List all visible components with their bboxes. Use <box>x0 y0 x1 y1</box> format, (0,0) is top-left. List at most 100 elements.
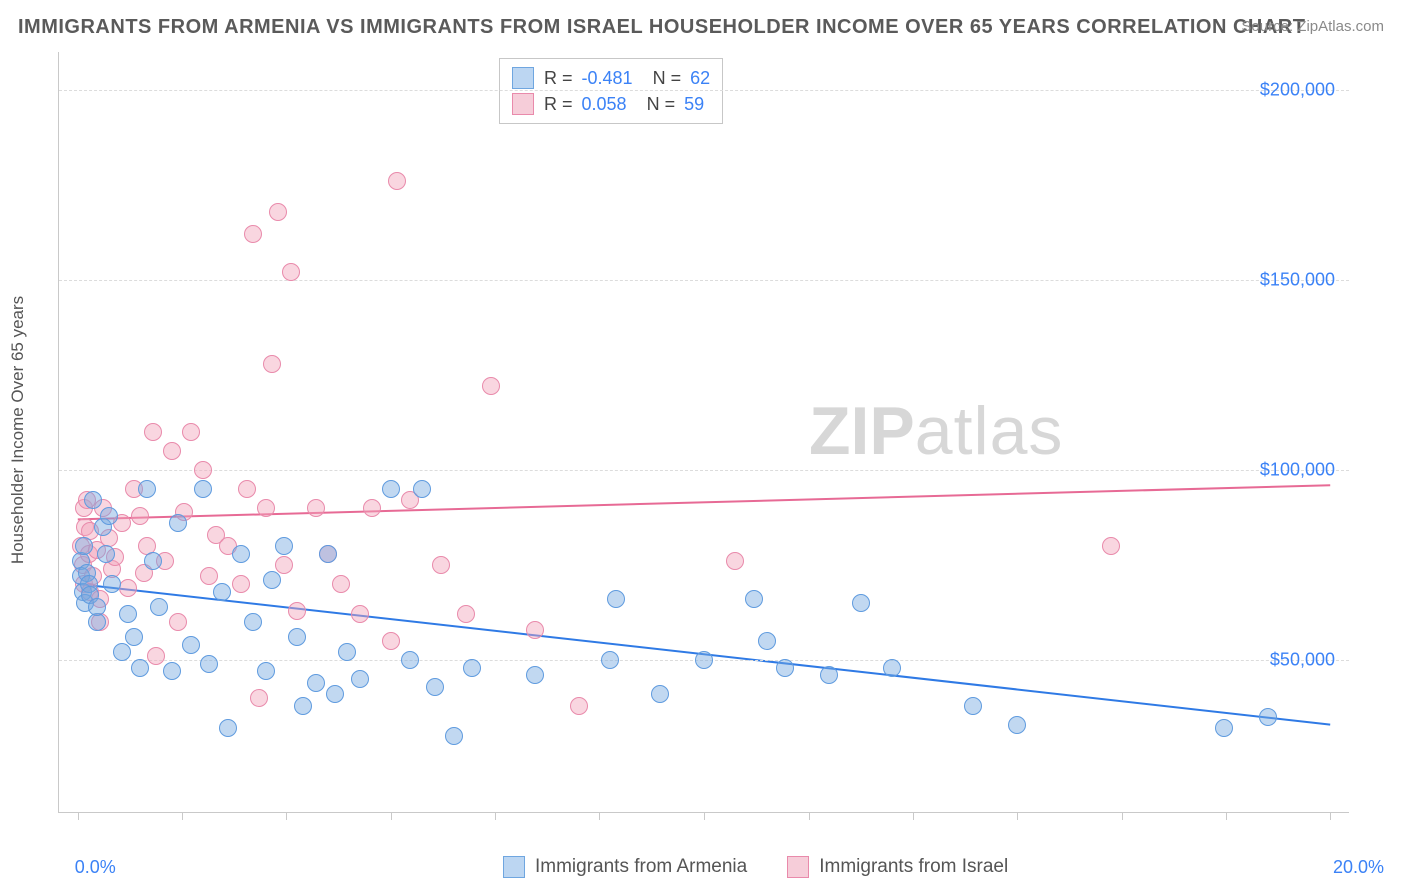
data-point-armenia <box>426 678 444 696</box>
data-point-armenia <box>244 613 262 631</box>
data-point-israel <box>432 556 450 574</box>
stat-r-label: R = 0.058 <box>544 91 627 117</box>
data-point-israel <box>200 567 218 585</box>
source-link[interactable]: ZipAtlas.com <box>1297 18 1384 35</box>
data-point-israel <box>363 499 381 517</box>
data-point-armenia <box>601 651 619 669</box>
data-point-israel <box>131 507 149 525</box>
data-point-armenia <box>351 670 369 688</box>
series-legend: Immigrants from ArmeniaImmigrants from I… <box>503 856 1038 878</box>
data-point-israel <box>382 632 400 650</box>
data-point-armenia <box>75 537 93 555</box>
watermark-prefix: ZIP <box>809 393 915 469</box>
data-point-israel <box>144 423 162 441</box>
data-point-israel <box>257 499 275 517</box>
gridline <box>59 470 1349 471</box>
x-tick <box>391 812 392 820</box>
data-point-israel <box>570 697 588 715</box>
data-point-armenia <box>695 651 713 669</box>
stat-r-value: 0.058 <box>582 94 627 114</box>
data-point-armenia <box>964 697 982 715</box>
data-point-armenia <box>883 659 901 677</box>
x-tick <box>1122 812 1123 820</box>
data-point-armenia <box>382 480 400 498</box>
data-point-armenia <box>103 575 121 593</box>
data-point-armenia <box>84 491 102 509</box>
data-point-armenia <box>150 598 168 616</box>
x-axis-label-min: 0.0% <box>75 857 116 878</box>
data-point-armenia <box>294 697 312 715</box>
y-tick-label: $200,000 <box>1260 80 1335 101</box>
data-point-israel <box>119 579 137 597</box>
correlation-stats-box: R = -0.481N = 62R = 0.058N = 59 <box>499 58 723 124</box>
x-tick <box>599 812 600 820</box>
data-point-israel <box>482 377 500 395</box>
watermark: ZIPatlas <box>809 392 1063 470</box>
swatch-israel <box>512 93 534 115</box>
watermark-suffix: atlas <box>915 393 1064 469</box>
data-point-israel <box>232 575 250 593</box>
x-tick <box>1017 812 1018 820</box>
data-point-armenia <box>125 628 143 646</box>
source-label: Source: <box>1241 18 1297 35</box>
legend-swatch-armenia <box>503 856 525 878</box>
data-point-armenia <box>163 662 181 680</box>
y-axis-title: Householder Income Over 65 years <box>8 296 28 564</box>
x-tick <box>1330 812 1331 820</box>
data-point-israel <box>194 461 212 479</box>
data-point-armenia <box>1215 719 1233 737</box>
stats-row-israel: R = 0.058N = 59 <box>512 91 710 117</box>
data-point-armenia <box>97 545 115 563</box>
y-tick-label: $50,000 <box>1270 650 1335 671</box>
x-tick <box>286 812 287 820</box>
x-tick <box>704 812 705 820</box>
swatch-armenia <box>512 67 534 89</box>
x-tick <box>495 812 496 820</box>
data-point-armenia <box>401 651 419 669</box>
x-tick <box>1226 812 1227 820</box>
data-point-armenia <box>1259 708 1277 726</box>
data-point-armenia <box>526 666 544 684</box>
data-point-armenia <box>257 662 275 680</box>
data-point-armenia <box>319 545 337 563</box>
data-point-israel <box>147 647 165 665</box>
data-point-israel <box>263 355 281 373</box>
data-point-armenia <box>263 571 281 589</box>
data-point-armenia <box>219 719 237 737</box>
data-point-armenia <box>119 605 137 623</box>
data-point-israel <box>238 480 256 498</box>
y-tick-label: $150,000 <box>1260 270 1335 291</box>
data-point-armenia <box>745 590 763 608</box>
data-point-armenia <box>820 666 838 684</box>
data-point-armenia <box>131 659 149 677</box>
data-point-armenia <box>213 583 231 601</box>
data-point-armenia <box>138 480 156 498</box>
data-point-armenia <box>1008 716 1026 734</box>
legend-label-armenia: Immigrants from Armenia <box>535 856 747 878</box>
data-point-armenia <box>232 545 250 563</box>
data-point-armenia <box>288 628 306 646</box>
data-point-armenia <box>326 685 344 703</box>
data-point-armenia <box>445 727 463 745</box>
data-point-israel <box>244 225 262 243</box>
x-tick <box>809 812 810 820</box>
data-point-israel <box>269 203 287 221</box>
data-point-armenia <box>88 598 106 616</box>
source-attribution: Source: ZipAtlas.com <box>1241 18 1384 35</box>
data-point-armenia <box>144 552 162 570</box>
data-point-armenia <box>275 537 293 555</box>
x-axis-label-max: 20.0% <box>1333 857 1384 878</box>
data-point-israel <box>288 602 306 620</box>
data-point-israel <box>282 263 300 281</box>
data-point-armenia <box>758 632 776 650</box>
data-point-israel <box>332 575 350 593</box>
data-point-israel <box>163 442 181 460</box>
stat-n-value: 59 <box>684 94 704 114</box>
x-tick <box>182 812 183 820</box>
data-point-armenia <box>113 643 131 661</box>
data-point-israel <box>275 556 293 574</box>
data-point-armenia <box>651 685 669 703</box>
scatter-plot: ZIPatlas R = -0.481N = 62R = 0.058N = 59… <box>58 52 1349 813</box>
data-point-armenia <box>169 514 187 532</box>
data-point-israel <box>250 689 268 707</box>
